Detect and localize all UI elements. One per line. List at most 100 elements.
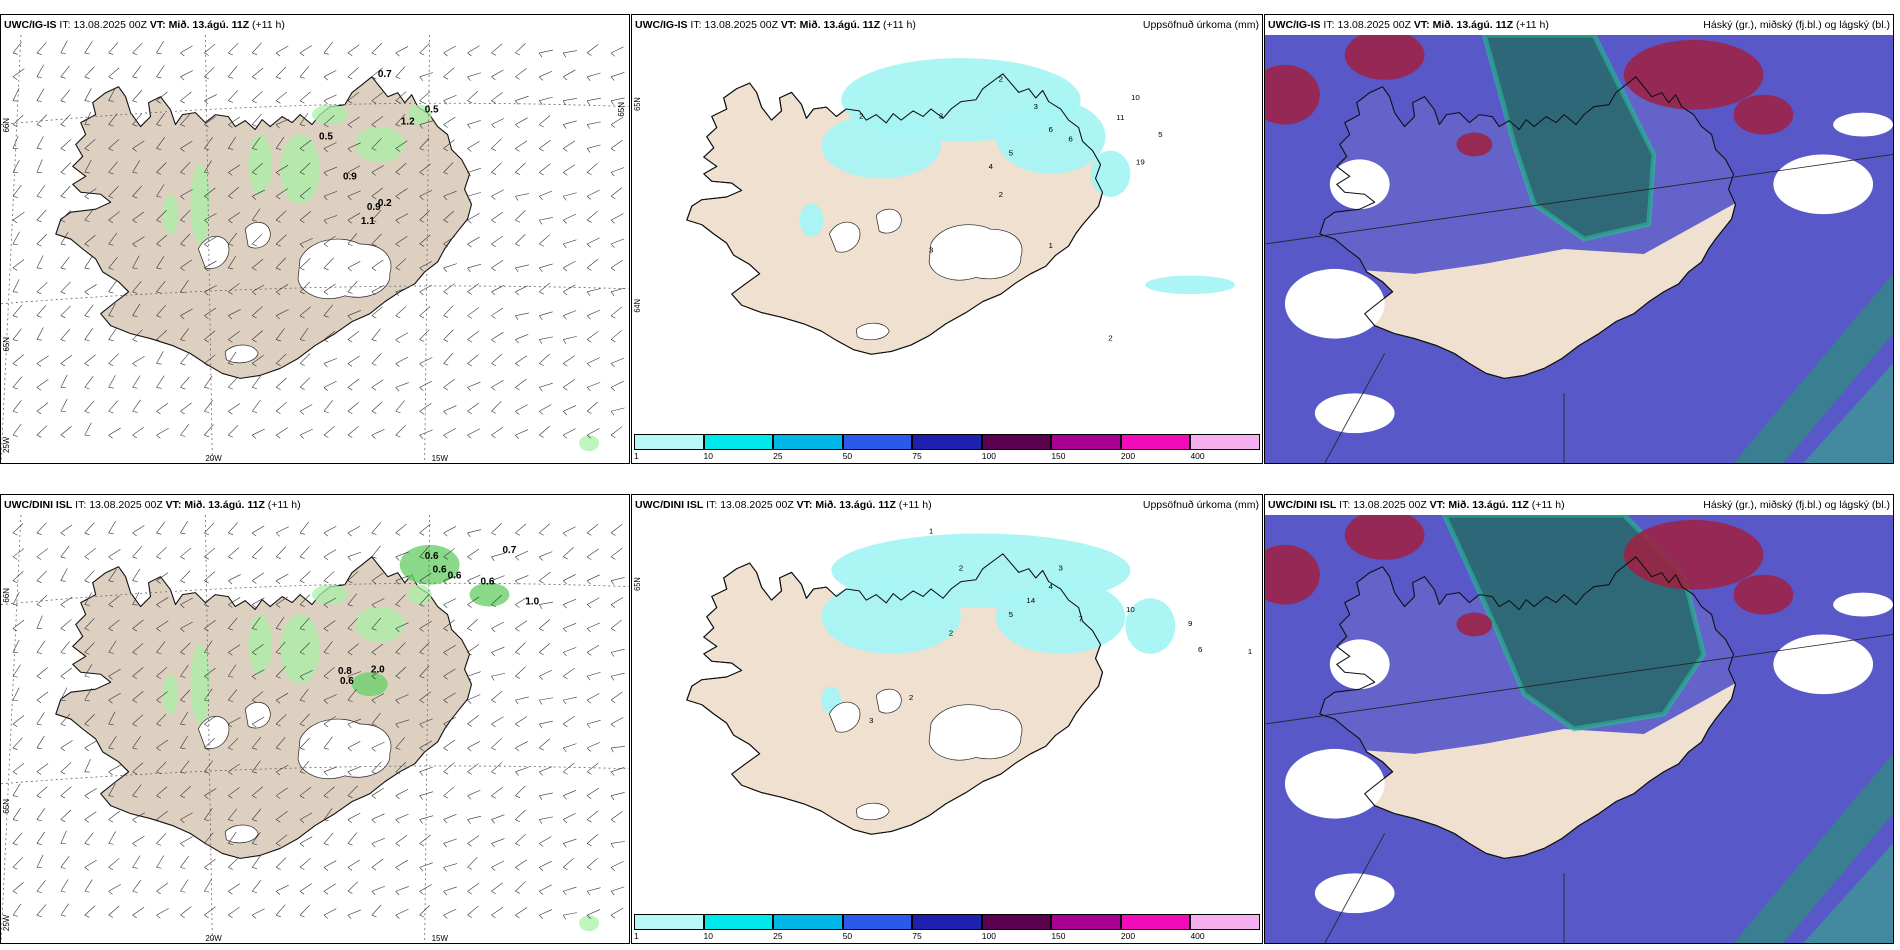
wind-barb — [443, 645, 456, 653]
wind-barb-feather — [228, 267, 234, 270]
wind-barb-feather — [132, 267, 138, 269]
high-cloud — [1733, 94, 1794, 135]
wind-barb — [275, 136, 285, 149]
map-precip[interactable]: 1 2 3 4 14 10 7 5 9 6 3 2 1 2 65N — [632, 515, 1262, 914]
wind-barb — [323, 620, 336, 629]
wind-barb — [587, 574, 600, 581]
wind-barb-feather — [371, 148, 377, 151]
wind-barb — [156, 234, 168, 245]
wind-barb — [60, 210, 72, 221]
wind-barb-feather — [156, 652, 162, 655]
glacier — [928, 224, 1023, 281]
wind-barb — [180, 328, 190, 340]
wind-barb-feather — [563, 387, 568, 391]
wind-barb-feather — [132, 76, 138, 79]
wind-barb-feather — [156, 219, 162, 223]
precip-area — [821, 113, 942, 179]
wind-barb-feather — [84, 339, 90, 342]
wind-barb — [587, 720, 601, 725]
wind-barb-feather — [515, 411, 520, 415]
map-cloud[interactable] — [1265, 515, 1893, 943]
wind-barb-feather — [419, 723, 424, 728]
wind-barb-feather — [443, 843, 448, 848]
wind-barb — [443, 94, 457, 101]
wind-barb — [299, 187, 312, 197]
axis-label: 20W — [205, 454, 222, 463]
wind-barb-feather — [371, 556, 377, 559]
map-precip[interactable]: 2 3 2 3 10 11 6 6 5 19 5 4 2 3 1 2 65N 64N — [632, 35, 1262, 434]
wind-barb — [275, 737, 286, 749]
wind-barb — [371, 668, 384, 677]
wind-barb-feather — [204, 604, 210, 607]
wind-barb-feather — [108, 291, 114, 294]
wind-barb — [395, 140, 408, 149]
value-label: 5 — [1158, 130, 1162, 139]
wind-barb-feather — [515, 890, 520, 894]
panel-dini-cloud: UWC/DINI ISL IT: 13.08.2025 00Z VT: Mið.… — [1264, 494, 1894, 944]
wind-barb — [132, 65, 142, 77]
wind-barb-feather — [491, 867, 496, 871]
wind-barb — [132, 619, 144, 629]
wind-barb — [586, 258, 599, 269]
map-cloud[interactable] — [1265, 35, 1893, 463]
wind-barb — [108, 232, 118, 245]
wind-barb — [563, 912, 578, 916]
wind-barb — [395, 332, 409, 340]
map-wind[interactable]: 0.6 0.7 0.6 0.6 0.6 1.0 0.8 2.0 0.6 66N 65N 25W 20W 1… — [1, 515, 629, 943]
wind-barb-feather — [610, 76, 615, 81]
wind-barb-feather — [84, 52, 90, 55]
wind-barb — [467, 120, 481, 125]
wind-barb-feather — [419, 172, 425, 176]
wind-barb — [156, 713, 167, 725]
axis-label: 15W — [432, 454, 449, 463]
wind-barb-feather — [371, 819, 376, 824]
wind-barb-feather — [180, 52, 185, 57]
wind-barb — [251, 855, 261, 868]
wind-barb — [491, 189, 504, 197]
wind-barb — [563, 428, 576, 436]
wind-barb-feather — [347, 219, 352, 224]
wind-barb-feather — [395, 891, 400, 896]
wind-barb-feather — [395, 747, 401, 750]
wind-barb-feather — [323, 387, 328, 391]
wind-barb — [252, 330, 264, 340]
wind-barb-feather — [156, 339, 162, 343]
wind-barb-feather — [84, 291, 89, 296]
glacier — [875, 208, 902, 234]
wind-barb-feather — [204, 100, 209, 105]
wind-barb — [419, 380, 433, 388]
wind-barb-feather — [539, 124, 544, 128]
wind-barb — [395, 188, 408, 197]
wind-barb-feather — [84, 843, 90, 846]
map-wind[interactable]: 0.7 0.5 1.2 0.5 0.9 0.2 0.9 1.1 66N 65N 25W 20W 15W 6… — [1, 35, 629, 463]
wind-barb — [395, 236, 408, 245]
wind-barb-feather — [60, 867, 66, 869]
precip-area — [1145, 275, 1236, 295]
wind-barb-feather — [563, 819, 568, 824]
wind-barb-feather — [419, 891, 424, 895]
wind-barb — [371, 838, 385, 844]
wind-barb — [419, 72, 434, 78]
value-label: 6 — [1048, 125, 1052, 134]
wind-barb — [156, 641, 166, 653]
wind-barb — [371, 187, 384, 197]
wind-barb — [323, 597, 337, 605]
wind-barb-feather — [228, 843, 234, 845]
glacier — [828, 221, 861, 253]
wind-barb-feather — [347, 196, 352, 201]
wind-barb — [515, 666, 526, 677]
wind-barb — [587, 288, 601, 293]
wind-barb — [323, 832, 334, 844]
wind-barb-feather — [515, 604, 520, 608]
wind-barb — [347, 593, 357, 605]
wind-barb-feather — [252, 124, 257, 127]
wind-barb-feather — [539, 315, 543, 320]
wind-barb — [515, 642, 526, 653]
wind-barb-feather — [60, 556, 66, 559]
wind-barb — [539, 336, 554, 340]
wind-barb-feather — [108, 556, 113, 561]
wind-barb — [12, 548, 25, 558]
wind-barb-feather — [395, 76, 401, 79]
wind-barb-feather — [299, 914, 305, 918]
wind-barb — [467, 618, 478, 629]
